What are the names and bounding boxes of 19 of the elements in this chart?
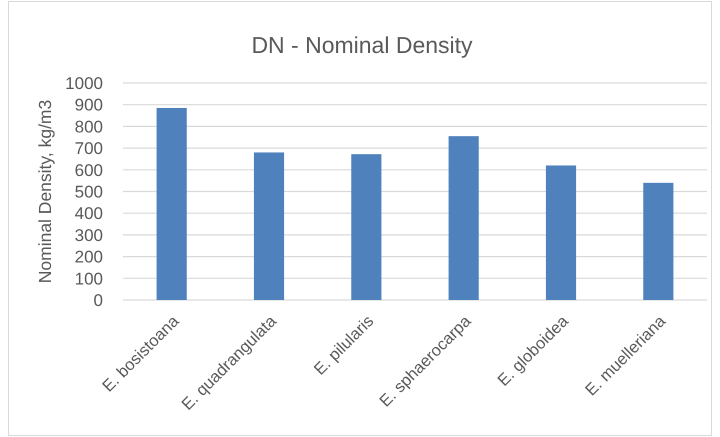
chart-title: DN - Nominal Density (251, 32, 474, 58)
y-tick-label: 1000 (65, 74, 103, 93)
y-tick-label: 200 (74, 248, 103, 267)
bar (643, 182, 674, 300)
y-tick-label: 800 (74, 117, 103, 136)
y-tick-label: 100 (74, 269, 103, 288)
bar (546, 165, 576, 300)
bar (254, 152, 284, 300)
y-tick-label: 700 (74, 139, 103, 158)
bar (351, 154, 382, 300)
bar (156, 108, 187, 300)
y-tick-label: 0 (94, 290, 103, 310)
y-tick-label: 400 (74, 204, 103, 224)
y-tick-label: 500 (74, 182, 103, 202)
bar (448, 136, 479, 300)
y-tick-label: 900 (74, 96, 103, 115)
y-axis-title: Nominal Density, kg/m3 (35, 100, 55, 284)
y-tick-label: 300 (74, 226, 103, 245)
y-tick-label: 600 (74, 160, 103, 180)
